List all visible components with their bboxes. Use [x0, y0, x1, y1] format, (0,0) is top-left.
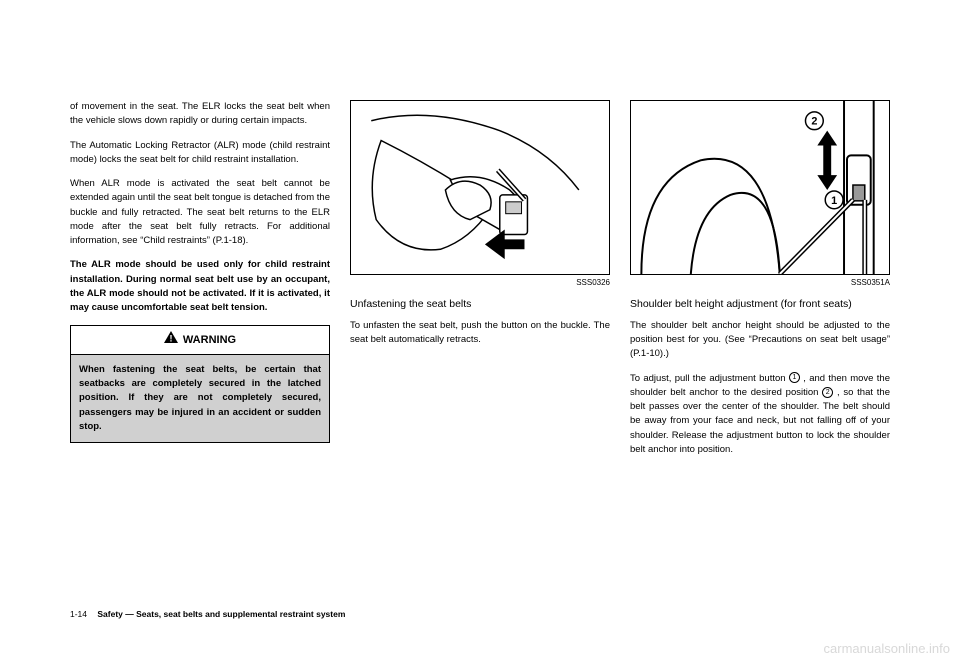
column-3: 2 1 SSS0351A Shoulder belt height adjust…	[630, 100, 890, 560]
svg-text:!: !	[169, 334, 172, 344]
column-2: SSS0326 Unfastening the seat belts To un…	[350, 100, 610, 560]
watermark: carmanualsonline.info	[824, 641, 950, 656]
column-1: of movement in the seat. The ELR locks t…	[70, 100, 330, 560]
page-number: 1-14	[70, 609, 87, 619]
page-footer: 1-14 Safety — Seats, seat belts and supp…	[70, 609, 345, 619]
illustration-label: SSS0351A	[630, 277, 890, 289]
para: To adjust, pull the adjustment button 1 …	[630, 372, 890, 458]
warning-header: ! WARNING	[71, 326, 329, 355]
svg-text:1: 1	[831, 195, 837, 207]
para: To unfasten the seat belt, push the butt…	[350, 319, 610, 348]
illustration-height-adjust: 2 1	[630, 100, 890, 275]
callout-1-icon: 1	[789, 372, 800, 383]
para: The shoulder belt anchor height should b…	[630, 319, 890, 362]
warning-box: ! WARNING When fastening the seat belts,…	[70, 325, 330, 443]
para: The Automatic Locking Retractor (ALR) mo…	[70, 139, 330, 168]
para: When ALR mode is activated the seat belt…	[70, 177, 330, 248]
svg-text:2: 2	[811, 116, 817, 128]
callout-2-icon: 2	[822, 387, 833, 398]
warning-title: WARNING	[183, 332, 236, 349]
warning-icon: !	[164, 331, 178, 349]
section-title: Safety — Seats, seat belts and supplemen…	[97, 609, 345, 619]
para: of movement in the seat. The ELR locks t…	[70, 100, 330, 129]
subheading: Shoulder belt height adjustment (for fro…	[630, 297, 890, 313]
warning-body: When fastening the seat belts, be certai…	[71, 355, 329, 442]
illustration-label: SSS0326	[350, 277, 610, 289]
para-bold: The ALR mode should be used only for chi…	[70, 258, 330, 315]
subheading: Unfastening the seat belts	[350, 297, 610, 313]
text-fragment: To adjust, pull the adjustment button	[630, 373, 789, 384]
illustration-unfasten	[350, 100, 610, 275]
